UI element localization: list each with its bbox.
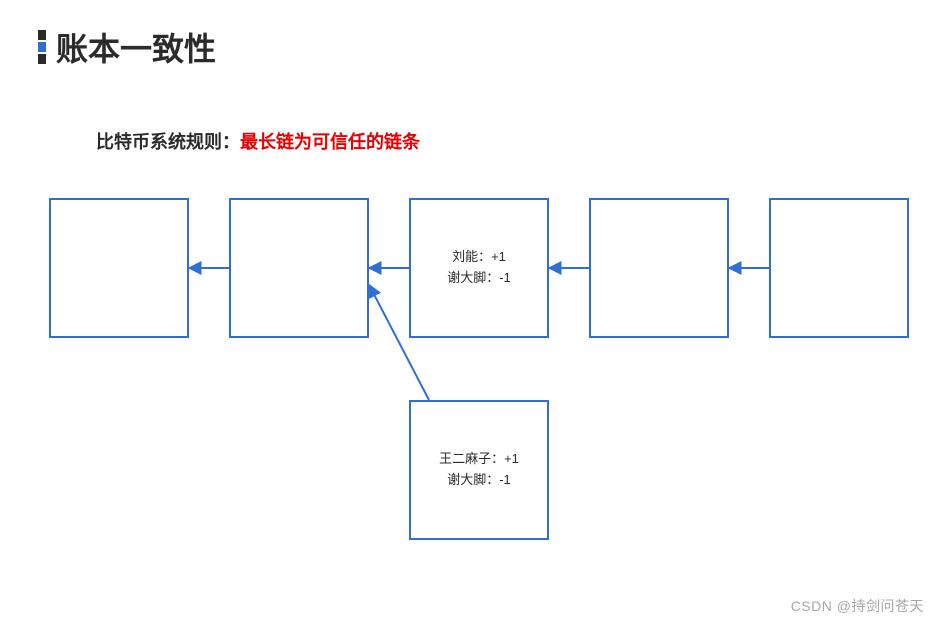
- block-line: 王二麻子：+1: [439, 449, 519, 470]
- block-content: 王二麻子：+1谢大脚：-1: [439, 449, 519, 491]
- block-b1: [49, 198, 189, 338]
- block-b6: 王二麻子：+1谢大脚：-1: [409, 400, 549, 540]
- block-b4: [589, 198, 729, 338]
- block-b3: 刘能：+1谢大脚：-1: [409, 198, 549, 338]
- block-line: 谢大脚：-1: [447, 268, 511, 289]
- block-line: 谢大脚：-1: [439, 470, 519, 491]
- block-b5: [769, 198, 909, 338]
- block-b2: [229, 198, 369, 338]
- watermark: CSDN @持剑问苍天: [791, 596, 924, 616]
- block-content: 刘能：+1谢大脚：-1: [447, 247, 511, 289]
- block-line: 刘能：+1: [447, 247, 511, 268]
